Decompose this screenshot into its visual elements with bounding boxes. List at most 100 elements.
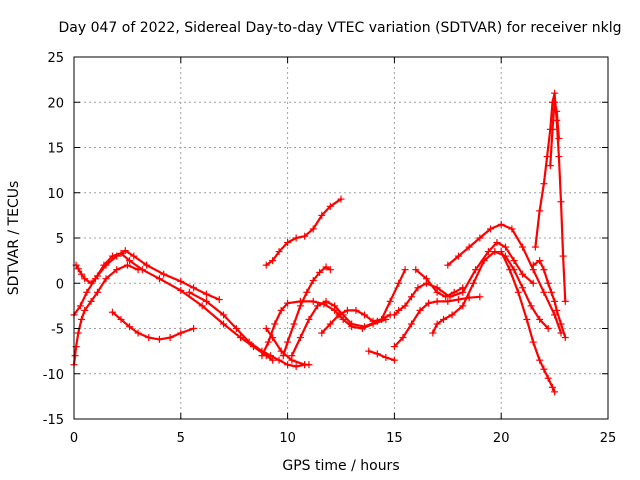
data-point	[108, 308, 116, 316]
data-point	[547, 288, 555, 296]
data-point	[472, 266, 480, 274]
data-point	[551, 89, 559, 97]
data-point	[290, 320, 298, 328]
series-line	[367, 350, 396, 362]
data-point	[284, 361, 292, 369]
data-point	[275, 356, 283, 364]
data-point	[81, 275, 89, 283]
data-point	[390, 311, 398, 319]
data-point	[155, 275, 163, 283]
data-point	[561, 334, 569, 342]
data-point	[448, 311, 456, 319]
data-point	[155, 335, 163, 343]
data-point	[469, 279, 477, 287]
data-point	[433, 297, 441, 305]
x-axis-label: GPS time / hours	[282, 458, 399, 474]
data-point	[536, 207, 544, 215]
data-point	[326, 266, 334, 274]
data-point	[177, 277, 185, 285]
data-point	[399, 334, 407, 342]
data-point	[284, 338, 292, 346]
data-point	[546, 162, 554, 170]
data-point	[130, 252, 138, 260]
data-point	[83, 288, 91, 296]
data-point	[145, 334, 153, 342]
data-point	[102, 261, 110, 269]
data-point	[113, 252, 121, 260]
data-point	[352, 306, 360, 314]
data-point	[277, 306, 285, 314]
data-point	[369, 317, 377, 325]
y-axis-label: SDTVAR / TECUs	[6, 181, 22, 296]
data-point	[501, 243, 509, 251]
data-point	[288, 352, 296, 360]
series-arc-12	[365, 347, 398, 364]
data-point	[557, 198, 565, 206]
data-point	[117, 315, 125, 323]
series-arc-13	[390, 293, 484, 351]
data-point	[407, 293, 415, 301]
data-point	[390, 356, 398, 364]
data-point	[143, 261, 151, 269]
data-point	[548, 125, 556, 133]
series-arc-9	[262, 195, 345, 269]
data-point	[382, 353, 390, 361]
data-point	[190, 284, 198, 292]
data-point	[335, 311, 343, 319]
series-arc-10	[288, 297, 394, 360]
grid	[74, 57, 608, 419]
data-point	[386, 297, 394, 305]
data-point	[497, 220, 505, 228]
data-point	[487, 225, 495, 233]
series-line	[414, 268, 464, 298]
data-point	[113, 266, 121, 274]
data-point	[220, 311, 228, 319]
data-point	[160, 270, 168, 278]
data-point	[267, 352, 275, 360]
data-point	[514, 288, 522, 296]
data-point	[365, 347, 373, 355]
data-point	[177, 286, 185, 294]
data-point	[548, 383, 556, 391]
data-point	[166, 334, 174, 342]
y-tick-label: 0	[56, 277, 64, 292]
data-point	[540, 266, 548, 274]
series-line	[500, 250, 556, 393]
data-point	[497, 248, 505, 256]
data-point	[395, 306, 403, 314]
x-tick-label: 5	[177, 431, 185, 446]
y-tick-label: -5	[51, 323, 64, 338]
data-point	[536, 315, 544, 323]
data-point	[551, 297, 559, 305]
data-point	[258, 352, 266, 360]
data-point	[93, 272, 101, 280]
x-tick-label: 20	[493, 431, 510, 446]
series-arc-3	[70, 261, 142, 369]
data-point	[360, 323, 368, 331]
data-point	[322, 263, 330, 271]
data-point	[279, 352, 287, 360]
data-point	[264, 338, 272, 346]
data-point	[318, 329, 326, 337]
data-point	[301, 232, 309, 240]
data-point	[237, 334, 245, 342]
data-point	[555, 153, 563, 161]
data-point	[360, 311, 368, 319]
series-line	[393, 241, 535, 316]
data-point	[74, 265, 82, 273]
y-tick-label: -15	[43, 413, 64, 428]
data-point	[508, 225, 516, 233]
data-point	[326, 320, 334, 328]
data-point	[491, 248, 499, 256]
data-point	[395, 279, 403, 287]
x-tick-label: 10	[279, 431, 296, 446]
data-point	[476, 293, 484, 301]
data-point	[271, 320, 279, 328]
data-point	[422, 275, 430, 283]
data-point	[76, 302, 84, 310]
data-point	[529, 279, 537, 287]
data-point	[540, 288, 548, 296]
data-point	[529, 261, 537, 269]
data-point	[77, 315, 85, 323]
data-point	[134, 329, 142, 337]
